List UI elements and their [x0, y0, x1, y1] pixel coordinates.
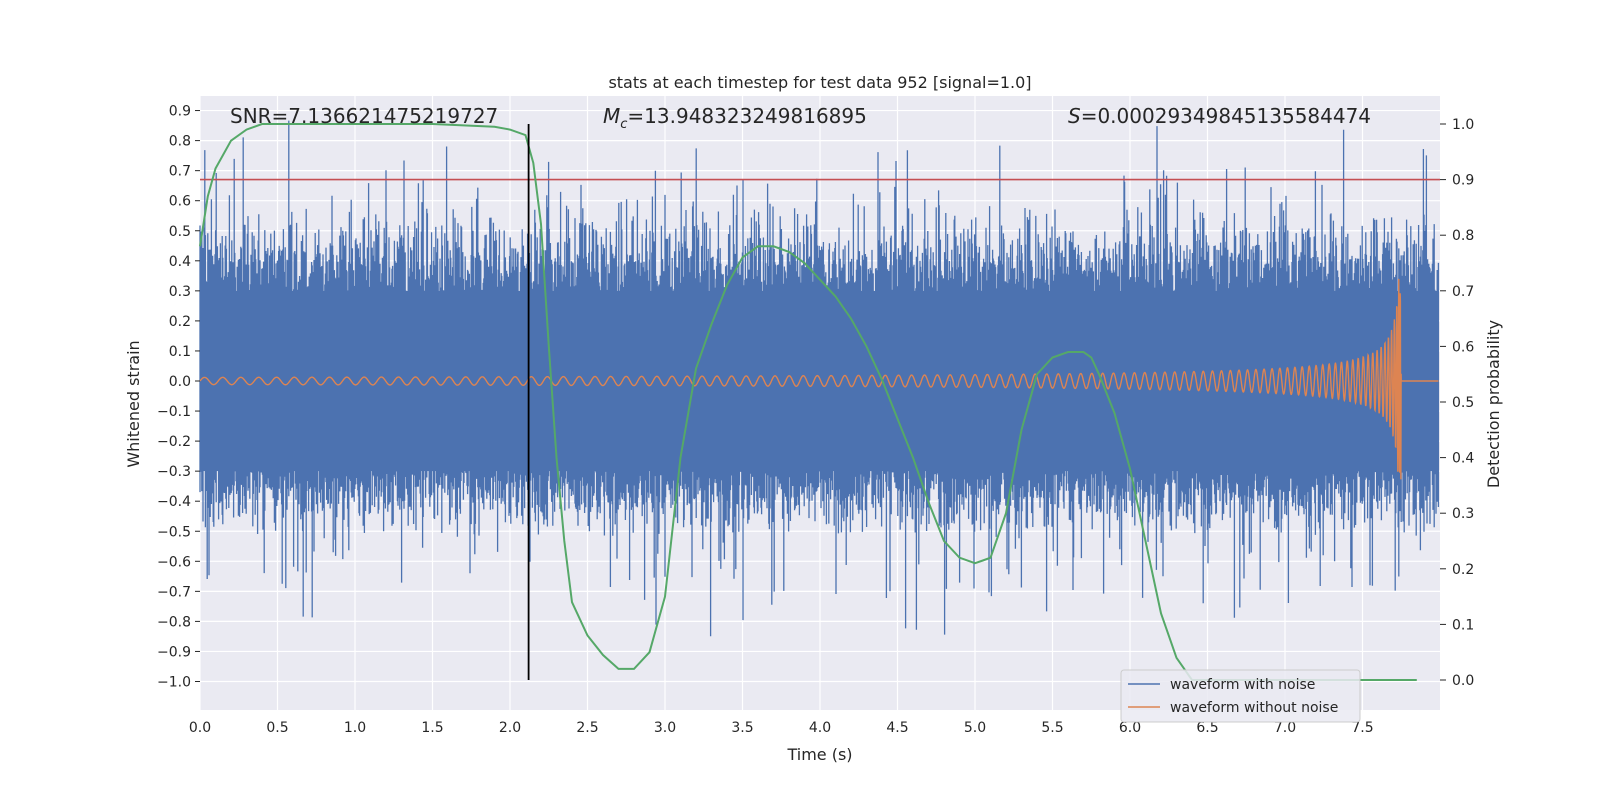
y-left-tick-label: −0.6 [157, 554, 191, 570]
y-left-tick-label: −0.9 [157, 644, 191, 660]
mc-value: =13.948323249816895 [627, 104, 866, 128]
x-tick-label: 0.5 [266, 720, 288, 736]
y-left-tick-label: −0.1 [157, 404, 191, 420]
x-tick-label: 7.5 [1351, 720, 1373, 736]
y-left-tick-label: 0.7 [169, 164, 191, 180]
mc-subscript: c [620, 117, 627, 132]
ticks: 0.0 0.5 1.0 1.5 2.0 2.5 3.0 3.5 4.0 4.5 5.0 5.5 6.0 6… [157, 104, 1474, 736]
x-tick-label: 4.5 [886, 720, 908, 736]
y-right-tick-label: 0.8 [1452, 228, 1474, 244]
y-left-tick-label: 0.1 [169, 344, 191, 360]
y-left-tick-label: 0.2 [169, 314, 191, 330]
mc-symbol: M [603, 104, 620, 128]
probability-line [199, 123, 1417, 681]
y-left-tick-label: −0.5 [157, 524, 191, 540]
s-annotation: S=0.00029349845135584474 [1068, 104, 1371, 128]
chart-title: stats at each timestep for test data 952… [608, 73, 1031, 92]
y-left-tick-label: −0.3 [157, 464, 191, 480]
y-right-tick-label: 0.6 [1452, 339, 1474, 355]
legend-box [1120, 669, 1361, 723]
x-tick-label: 3.0 [654, 720, 676, 736]
y-right-tick-label: 0.4 [1452, 451, 1474, 467]
y-left-tick-label: −1.0 [157, 675, 191, 691]
y-axis-label-left: Whitened strain [124, 340, 143, 467]
x-tick-label: 0.0 [189, 720, 211, 736]
y-right-tick-label: 0.3 [1452, 506, 1474, 522]
probability-series [199, 123, 1417, 681]
y-left-tick-label: −0.2 [157, 434, 191, 450]
y-axis-label-right: Detection probability [1484, 320, 1503, 488]
legend-label-noisy: waveform with noise [1170, 677, 1315, 693]
y-right-tick-label: 0.1 [1452, 617, 1474, 633]
legend: waveform with noise waveform without noi… [1120, 669, 1361, 723]
y-left-tick-label: −0.4 [157, 494, 191, 510]
y-left-tick-label: 0.5 [169, 224, 191, 240]
x-tick-label: 3.5 [731, 720, 753, 736]
snr-annotation: SNR=7.136621475219727 [230, 104, 498, 128]
x-tick-label: 5.0 [964, 720, 986, 736]
y-left-tick-label: −0.7 [157, 584, 191, 600]
y-left-tick-label: 0.6 [169, 194, 191, 210]
x-tick-label: 2.0 [499, 720, 521, 736]
y-left-tick-label: 0.4 [169, 254, 191, 270]
y-right-tick-label: 0.7 [1452, 284, 1474, 300]
clean-waveform-line [199, 278, 1439, 480]
x-tick-label: 7.0 [1274, 720, 1296, 736]
y-left-tick-label: 0.3 [169, 284, 191, 300]
x-tick-label: 2.5 [576, 720, 598, 736]
y-right-tick-label: 0.0 [1452, 673, 1474, 689]
y-left-tick-label: −0.8 [157, 614, 191, 630]
x-axis-label: Time (s) [786, 745, 852, 764]
x-tick-label: 6.0 [1119, 720, 1141, 736]
y-right-tick-label: 1.0 [1452, 117, 1474, 133]
x-tick-label: 1.5 [421, 720, 443, 736]
y-right-tick-label: 0.2 [1452, 562, 1474, 578]
x-tick-label: 1.0 [344, 720, 366, 736]
x-tick-label: 5.5 [1041, 720, 1063, 736]
legend-label-clean: waveform without noise [1170, 700, 1338, 716]
y-left-tick-label: 0.8 [169, 134, 191, 150]
y-left-tick-label: 0.9 [169, 104, 191, 120]
x-tick-label: 6.5 [1196, 720, 1218, 736]
s-value: =0.00029349845135584474 [1081, 104, 1371, 128]
mc-annotation: Mc=13.948323249816895 [603, 104, 867, 132]
x-tick-label: 4.0 [809, 720, 831, 736]
y-left-tick-label: 0.0 [169, 374, 191, 390]
s-symbol: S [1068, 104, 1081, 128]
y-right-tick-label: 0.9 [1452, 173, 1474, 189]
clean-waveform-series [199, 278, 1439, 480]
y-right-tick-label: 0.5 [1452, 395, 1474, 411]
